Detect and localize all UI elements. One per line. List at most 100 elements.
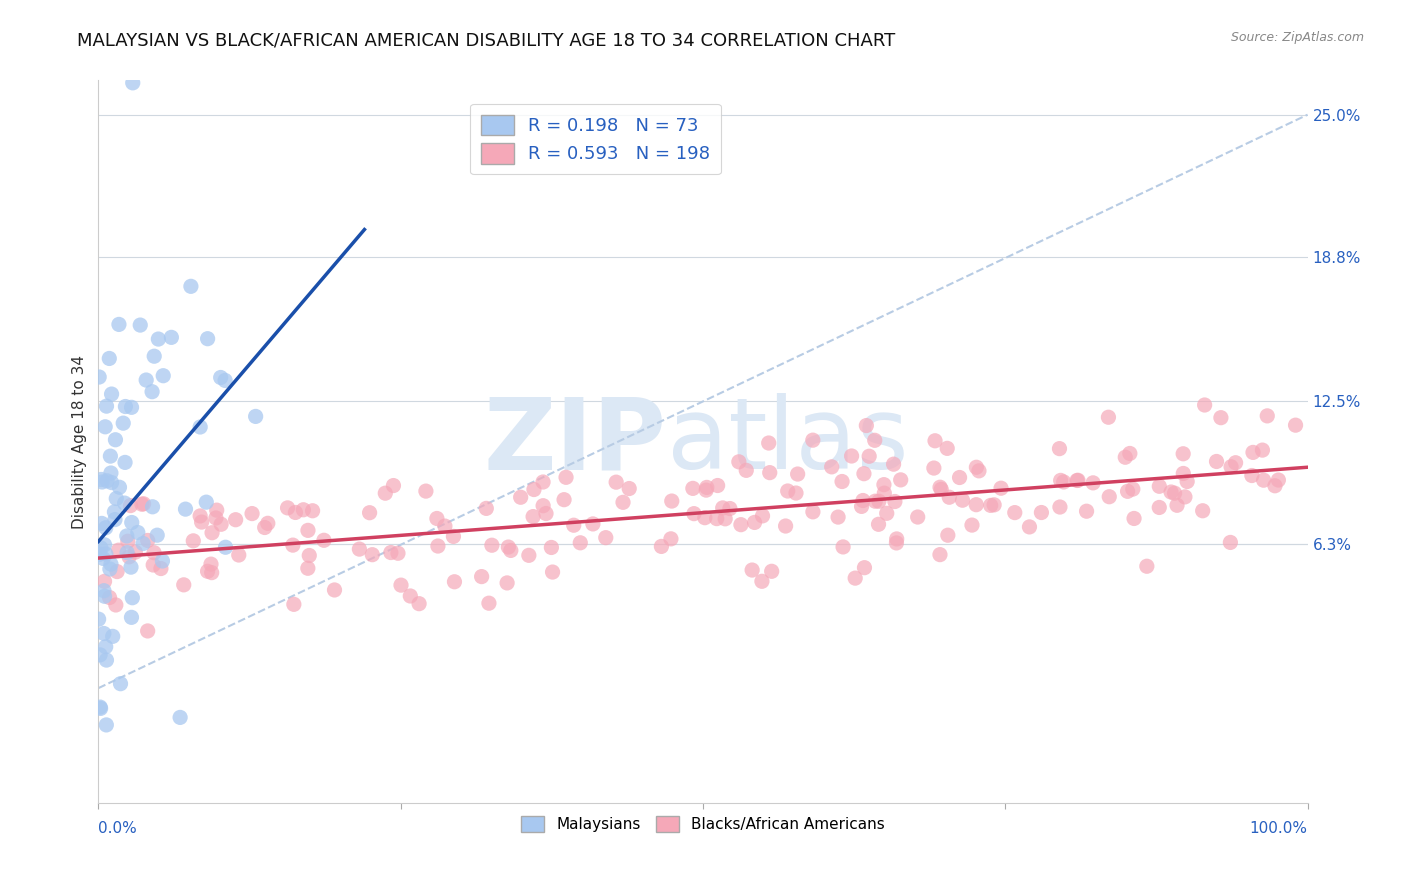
- Point: [190, 515, 212, 529]
- Y-axis label: Disability Age 18 to 34: Disability Age 18 to 34: [72, 354, 87, 529]
- Point: [349, 542, 371, 557]
- Point: [936, 442, 959, 456]
- Point: [1225, 456, 1247, 470]
- Point: [523, 483, 546, 497]
- Point: [214, 541, 236, 555]
- Point: [98, 351, 121, 366]
- Point: [531, 499, 554, 513]
- Point: [441, 529, 464, 543]
- Point: [104, 512, 127, 526]
- Point: [90, 541, 112, 555]
- Point: [965, 460, 987, 475]
- Point: [96, 474, 118, 488]
- Point: [924, 434, 946, 448]
- Point: [751, 508, 773, 523]
- Point: [94, 521, 117, 535]
- Point: [1264, 479, 1286, 493]
- Point: [188, 420, 211, 434]
- Point: [89, 370, 111, 384]
- Point: [426, 539, 449, 553]
- Point: [132, 497, 155, 511]
- Point: [136, 624, 159, 638]
- Point: [298, 549, 321, 563]
- Point: [1049, 442, 1071, 456]
- Point: [965, 498, 987, 512]
- Point: [253, 520, 276, 534]
- Point: [1114, 450, 1136, 465]
- Point: [776, 483, 799, 498]
- Point: [114, 400, 136, 414]
- Point: [101, 629, 124, 643]
- Point: [93, 574, 115, 589]
- Point: [114, 496, 136, 510]
- Point: [98, 562, 121, 576]
- Point: [1067, 473, 1090, 487]
- Point: [141, 384, 163, 399]
- Point: [245, 409, 267, 424]
- Point: [399, 589, 422, 603]
- Point: [110, 676, 132, 690]
- Point: [160, 330, 183, 344]
- Point: [1256, 409, 1278, 423]
- Point: [786, 467, 808, 481]
- Point: [758, 436, 780, 450]
- Point: [118, 549, 141, 564]
- Point: [301, 504, 323, 518]
- Point: [408, 597, 430, 611]
- Point: [1149, 479, 1171, 493]
- Point: [96, 653, 118, 667]
- Point: [844, 571, 866, 585]
- Legend: Malaysians, Blacks/African Americans: Malaysians, Blacks/African Americans: [515, 810, 891, 838]
- Point: [1191, 504, 1213, 518]
- Point: [100, 475, 122, 490]
- Point: [883, 457, 905, 471]
- Point: [152, 368, 174, 383]
- Point: [195, 495, 218, 509]
- Point: [1267, 473, 1289, 487]
- Point: [100, 557, 122, 571]
- Point: [582, 516, 605, 531]
- Point: [555, 470, 578, 484]
- Point: [695, 483, 717, 497]
- Point: [1081, 475, 1104, 490]
- Point: [983, 498, 1005, 512]
- Point: [148, 332, 170, 346]
- Point: [180, 279, 202, 293]
- Point: [1284, 418, 1306, 433]
- Point: [711, 500, 734, 515]
- Point: [361, 548, 384, 562]
- Point: [696, 480, 718, 494]
- Point: [90, 473, 112, 487]
- Point: [852, 467, 875, 481]
- Point: [952, 493, 974, 508]
- Point: [132, 536, 155, 550]
- Point: [281, 538, 304, 552]
- Point: [1160, 485, 1182, 500]
- Point: [619, 482, 641, 496]
- Point: [89, 648, 111, 662]
- Point: [1253, 473, 1275, 487]
- Point: [200, 557, 222, 571]
- Point: [115, 546, 138, 560]
- Point: [90, 701, 112, 715]
- Point: [292, 502, 315, 516]
- Point: [389, 578, 412, 592]
- Point: [114, 455, 136, 469]
- Point: [98, 591, 121, 605]
- Point: [228, 548, 250, 562]
- Point: [1136, 559, 1159, 574]
- Point: [1209, 410, 1232, 425]
- Point: [873, 486, 896, 500]
- Point: [890, 473, 912, 487]
- Point: [149, 561, 172, 575]
- Point: [359, 506, 381, 520]
- Point: [886, 536, 908, 550]
- Point: [1053, 475, 1076, 489]
- Point: [706, 478, 728, 492]
- Point: [131, 497, 153, 511]
- Point: [1219, 535, 1241, 549]
- Point: [94, 419, 117, 434]
- Point: [929, 483, 952, 497]
- Point: [741, 563, 763, 577]
- Point: [188, 508, 211, 523]
